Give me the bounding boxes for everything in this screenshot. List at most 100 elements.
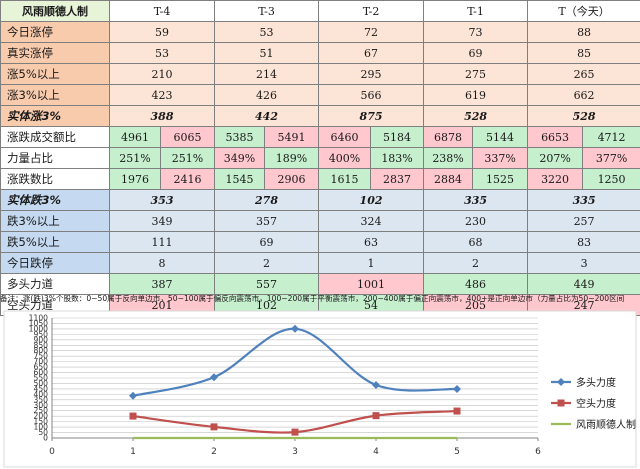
table-row: 实体跌3% 353 278 102 335 335 (0, 189, 640, 211)
value-cell: 5184 (370, 126, 425, 148)
value-cell: 662 (527, 84, 640, 106)
value-cell: 6878 (423, 126, 474, 148)
value-cell: 335 (423, 189, 529, 211)
value-cell: 377% (582, 147, 640, 169)
value-cell: 85 (527, 42, 640, 64)
table-row: 实体涨3% 388 442 875 528 528 (0, 105, 640, 127)
value-cell: 73 (423, 21, 529, 43)
y-tick-label: 550 (34, 374, 49, 383)
value-cell: 189% (264, 147, 320, 169)
value-cell: 442 (214, 105, 320, 127)
data-point (453, 407, 461, 415)
y-tick-label: 850 (34, 341, 49, 350)
y-tick-label: 1050 (29, 319, 48, 328)
y-tick-label: 700 (34, 357, 49, 366)
value-cell: 5491 (264, 126, 320, 148)
y-tick-label: 400 (34, 390, 49, 399)
x-tick-label: 5 (454, 447, 460, 457)
value-cell: 528 (527, 105, 640, 127)
value-cell: 423 (108, 84, 216, 106)
value-cell: 6653 (527, 126, 584, 148)
row-label: 力量占比 (0, 147, 110, 169)
value-cell: 387 (108, 273, 216, 295)
y-tick-label: 500 (34, 379, 49, 388)
value-cell: 619 (423, 84, 529, 106)
value-cell: 102 (318, 189, 425, 211)
footnote: 备注：涨(跌)3%个股数：0~50属于反向单边市，50~100属于偏反向震荡市，… (0, 294, 625, 303)
table-row: 力量占比 251% 251% 349% 189% 400% 183% 238% 337% 207%… (0, 147, 640, 169)
value-cell: 557 (214, 273, 320, 295)
y-tick-label: 600 (34, 368, 49, 377)
table-title: 风雨顺德人制 (0, 0, 110, 22)
row-label: 涨跌数比 (0, 168, 110, 190)
data-point (291, 324, 299, 333)
column-header: T-1 (423, 0, 529, 22)
legend-marker (557, 378, 565, 386)
value-cell: 324 (318, 210, 425, 232)
table-row: 真实涨停 53 51 67 69 85 (0, 42, 640, 64)
value-cell: 486 (423, 273, 529, 295)
value-cell: 251% (159, 147, 216, 169)
table-row: 风雨顺德人制 T-4 T-3 T-2 T-1 T（今天） (0, 0, 640, 22)
value-cell: 400% (318, 147, 372, 169)
value-cell: 69 (423, 42, 529, 64)
table-row: 涨跌数比 1976 2416 1545 2906 1615 2837 2884 1525 3220… (0, 168, 640, 190)
legend-label: 风雨顺德人制 (576, 418, 636, 431)
value-cell: 53 (214, 21, 320, 43)
value-cell: 337% (472, 147, 529, 169)
table-row: 今日跌停 8 2 1 2 3 (0, 252, 640, 274)
value-cell: 1545 (214, 168, 266, 190)
value-cell: 265 (527, 63, 640, 85)
value-cell: 278 (214, 189, 320, 211)
x-tick-label: 0 (49, 447, 55, 457)
value-cell: 353 (108, 189, 216, 211)
value-cell: 3 (527, 252, 640, 274)
y-tick-label: 0 (43, 434, 48, 443)
y-tick-label: 50 (38, 428, 48, 437)
value-cell: 2884 (423, 168, 474, 190)
x-tick-label: 4 (373, 447, 379, 457)
value-cell: 111 (108, 231, 216, 253)
value-cell: 8 (108, 252, 216, 274)
value-cell: 238% (423, 147, 474, 169)
value-cell: 2906 (264, 168, 320, 190)
value-cell: 426 (214, 84, 320, 106)
row-label: 涨跌成交额比 (0, 126, 110, 148)
data-point (291, 428, 299, 436)
value-cell: 230 (423, 210, 529, 232)
y-tick-label: 950 (34, 330, 49, 339)
row-label: 真实涨停 (0, 42, 110, 64)
value-cell: 210 (108, 63, 216, 85)
y-tick-label: 1000 (29, 324, 48, 333)
y-tick-label: 100 (34, 423, 49, 432)
y-tick-label: 350 (34, 395, 49, 404)
value-cell: 1976 (109, 168, 161, 190)
value-cell: 2416 (159, 168, 216, 190)
row-label: 跌5%以上 (0, 231, 110, 253)
line-chart: 0501001502002503003504004505005506006507… (3, 310, 637, 468)
value-cell: 1250 (582, 168, 640, 190)
value-cell: 4961 (109, 126, 161, 148)
y-tick-label: 650 (34, 363, 49, 372)
y-tick-label: 1100 (29, 314, 48, 323)
row-label: 跌3%以上 (0, 210, 110, 232)
value-cell: 63 (318, 231, 425, 253)
value-cell: 72 (318, 21, 425, 43)
value-cell: 6460 (318, 126, 372, 148)
data-table: 风雨顺德人制 T-4 T-3 T-2 T-1 T（今天） 今日涨停 59 53 72 73 88 真实涨… (0, 0, 640, 316)
value-cell: 83 (527, 231, 640, 253)
row-label: 今日跌停 (0, 252, 110, 274)
y-tick-label: 250 (34, 406, 49, 415)
table-row: 涨跌成交额比 4961 6065 5385 5491 6460 5184 6878 5144 66… (0, 126, 640, 148)
value-cell: 205 (423, 294, 529, 316)
y-tick-label: 200 (34, 412, 49, 421)
row-label: 涨3%以上 (0, 84, 110, 106)
table-row: 跌3%以上 349 357 324 230 257 (0, 210, 640, 232)
x-tick-label: 2 (211, 447, 217, 457)
value-cell: 5144 (472, 126, 529, 148)
value-cell: 2 (423, 252, 529, 274)
data-point (372, 380, 380, 389)
y-tick-label: 750 (34, 352, 49, 361)
value-cell: 349% (214, 147, 266, 169)
row-label: 多头力道 (0, 273, 110, 295)
